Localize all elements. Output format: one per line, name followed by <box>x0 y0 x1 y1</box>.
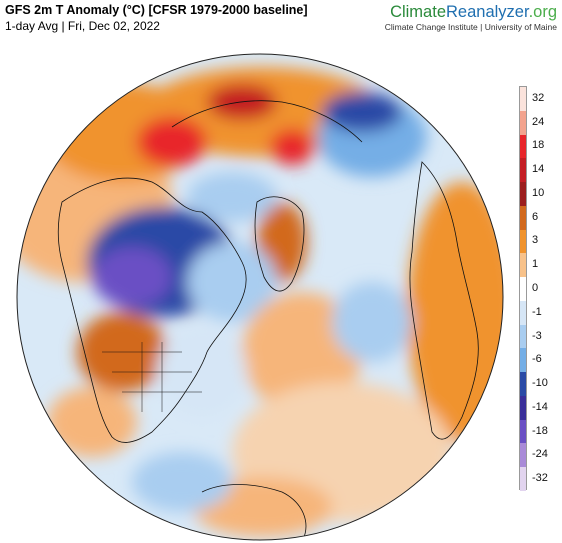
colorbar-tick-label: -24 <box>532 448 548 461</box>
colorbar-tick-label: -6 <box>532 353 542 366</box>
affiliation-text: Climate Change Institute | University of… <box>384 22 557 32</box>
colorbar-swatch <box>520 158 526 183</box>
anomaly-atlantic-cool <box>332 282 412 362</box>
logo-part-reanalyzer: Reanalyzer <box>446 3 529 21</box>
colorbar-tick-label: -32 <box>532 472 548 485</box>
siberia-coast <box>171 100 363 143</box>
europe-africa-coast <box>409 161 479 440</box>
colorbar-swatch <box>520 395 526 421</box>
coastlines <box>57 100 479 540</box>
anomaly-field <box>17 54 503 540</box>
colorbar-tick-label: 6 <box>532 210 539 223</box>
brand-block: ClimateReanalyzer.org Climate Change Ins… <box>385 2 557 33</box>
anomaly-arctic-cool <box>187 172 277 222</box>
north-america-coast <box>57 177 247 443</box>
anomaly-arctic-hot-3 <box>270 129 314 165</box>
state-borders <box>102 342 202 412</box>
colorbar-swatch <box>520 253 526 278</box>
greenland-coast <box>254 196 305 292</box>
colorbar-swatch <box>520 182 526 207</box>
anomaly-mexico-warm <box>47 387 137 457</box>
anomaly-scandinavia-cold <box>322 92 402 132</box>
map-subtitle: 1-day Avg | Fri, Dec 02, 2022 <box>5 19 160 33</box>
colorbar-swatch <box>520 277 526 302</box>
colorbar-swatch <box>520 372 526 397</box>
colorbar-swatch <box>520 205 526 231</box>
colorbar-tick-label: 10 <box>532 186 545 199</box>
anomaly-pacific-south-cool <box>132 452 232 512</box>
colorbar-tick-label: -10 <box>532 377 548 390</box>
colorbar-tick-label: 0 <box>532 282 539 294</box>
colorbar-swatch <box>520 229 526 254</box>
anomaly-europe-warm <box>407 182 503 442</box>
globe-outline <box>16 53 504 541</box>
colorbar-swatch <box>520 443 526 468</box>
colorbar-swatch <box>520 324 526 349</box>
anomaly-labrador-cool <box>187 242 277 322</box>
colorbar-swatch <box>520 110 526 135</box>
colorbar-tick-label: 18 <box>532 139 545 152</box>
colorbar-tick-label: -14 <box>532 400 548 413</box>
site-logo[interactable]: ClimateReanalyzer.org <box>385 2 557 22</box>
logo-part-org: .org <box>528 3 557 21</box>
anomaly-east-us-cool <box>157 327 247 417</box>
title-block: GFS 2m T Anomaly (°C) [CFSR 1979-2000 ba… <box>5 3 308 34</box>
colorbar-legend: 32 24 18 14 10 6 3 1 0 -1 -3 -6 -10 -14 -18 -24 -32 <box>519 86 560 492</box>
map-title: GFS 2m T Anomaly (°C) [CFSR 1979-2000 ba… <box>5 3 308 17</box>
anomaly-canada-very-cold <box>92 247 172 307</box>
colorbar-swatch <box>520 87 526 112</box>
colorbar-tick-label: -1 <box>532 305 542 318</box>
colorbar-tick-label: -3 <box>532 329 542 342</box>
globe-map <box>16 53 504 541</box>
south-america-coast <box>201 484 307 540</box>
colorbar-swatch <box>520 134 526 159</box>
colorbar-tick-label: 1 <box>532 258 539 271</box>
colorbar-tick-label: -18 <box>532 424 548 437</box>
colorbar-swatch <box>520 300 526 326</box>
colorbar-tick-label: 3 <box>532 234 539 247</box>
colorbar-swatch <box>520 419 526 444</box>
colorbar <box>519 86 527 492</box>
colorbar-swatch <box>520 467 526 492</box>
anomaly-arctic-hot-1 <box>137 117 207 167</box>
logo-part-climate: Climate <box>390 3 446 21</box>
colorbar-tick-label: 24 <box>532 115 545 128</box>
colorbar-tick-label: 32 <box>532 91 545 104</box>
anomaly-blobs <box>17 67 503 537</box>
colorbar-tick-label: 14 <box>532 163 545 176</box>
colorbar-swatch <box>520 348 526 373</box>
